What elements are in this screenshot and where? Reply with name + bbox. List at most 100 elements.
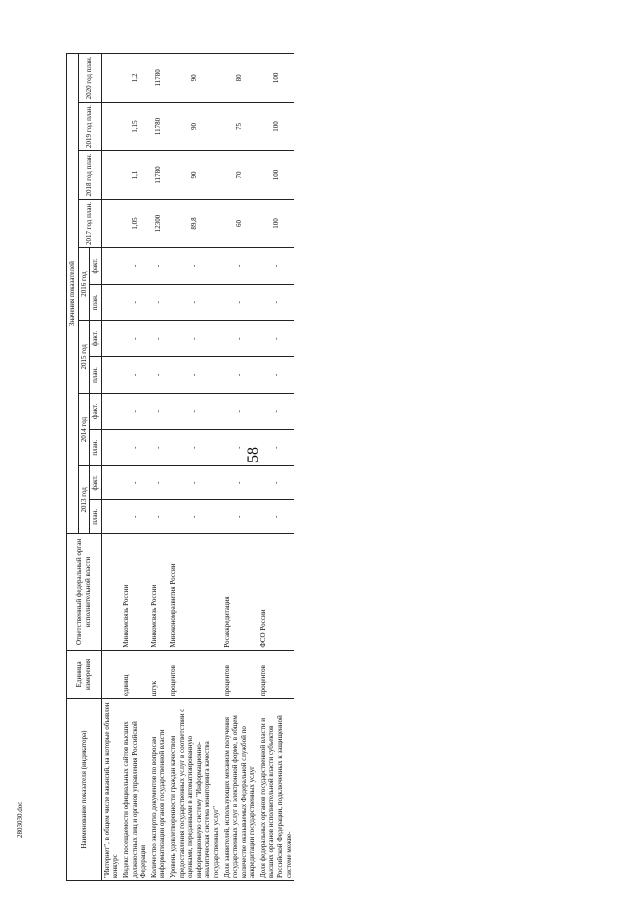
unit-cell xyxy=(101,650,121,699)
header-name: Наименование показателя (индикатора) xyxy=(66,698,102,881)
value-cell: - xyxy=(148,247,168,285)
value-cell xyxy=(101,356,121,394)
value-cell: - xyxy=(167,429,222,466)
authority-cell: Росаккредитация xyxy=(221,533,258,651)
value-cell: - xyxy=(148,284,168,321)
header-2017: 2017 год план. xyxy=(78,199,102,248)
value-cell: 100 xyxy=(257,102,295,151)
value-cell: - xyxy=(120,429,149,466)
header-2015: 2015 год xyxy=(78,320,90,394)
file-footer: 2803030.doc xyxy=(16,801,24,838)
header-2018: 2018 год план. xyxy=(78,150,102,200)
value-cell xyxy=(101,499,121,534)
value-cell: - xyxy=(257,465,295,500)
value-cell: - xyxy=(120,393,149,430)
header-authority: Ответственный федеральный орган исполнит… xyxy=(66,533,102,651)
header-fact: факт. xyxy=(89,393,102,430)
value-cell xyxy=(101,150,121,200)
value-cell xyxy=(101,429,121,466)
rotated-table-container: Наименование показателя (индикатора) Еди… xyxy=(66,47,618,887)
value-cell: - xyxy=(167,284,222,321)
value-cell xyxy=(101,199,121,248)
value-cell: - xyxy=(257,356,295,394)
value-cell: - xyxy=(148,356,168,394)
value-cell: 1,05 xyxy=(120,199,149,248)
header-2019: 2019 год план. xyxy=(78,102,102,151)
value-cell: - xyxy=(221,284,258,321)
value-cell: 1,2 xyxy=(120,53,149,103)
table-row: Доля федеральных органов государственной… xyxy=(257,53,295,881)
indicator-name-cell: Доля заявителей, использующих механизм п… xyxy=(221,698,258,881)
value-cell: - xyxy=(221,429,258,466)
value-cell: - xyxy=(148,320,168,357)
indicator-name-cell: Количество экспертиз документов по вопро… xyxy=(148,698,168,881)
value-cell: - xyxy=(167,247,222,285)
value-cell: - xyxy=(120,499,149,534)
unit-cell: единиц xyxy=(120,650,149,699)
value-cell xyxy=(101,393,121,430)
value-cell xyxy=(101,465,121,500)
value-cell: - xyxy=(257,393,295,430)
value-cell: 1,1 xyxy=(120,150,149,200)
header-unit: Единица измерения xyxy=(66,650,102,699)
unit-cell: процентов xyxy=(167,650,222,699)
unit-cell: процентов xyxy=(257,650,295,699)
value-cell: 60 xyxy=(221,199,258,248)
value-cell: - xyxy=(221,320,258,357)
value-cell: - xyxy=(257,247,295,285)
value-cell: - xyxy=(257,284,295,321)
value-cell: 90 xyxy=(167,102,222,151)
authority-cell: Минкомсвязь России xyxy=(120,533,149,651)
value-cell: - xyxy=(221,356,258,394)
value-cell: 80 xyxy=(221,53,258,103)
value-cell: - xyxy=(148,465,168,500)
value-cell: - xyxy=(167,320,222,357)
header-2020: 2020 год план. xyxy=(78,53,102,103)
value-cell: 12300 xyxy=(148,199,168,248)
table-row: "Интернет", в общем числе вакансий, на к… xyxy=(101,53,121,881)
value-cell: - xyxy=(221,499,258,534)
value-cell: - xyxy=(148,429,168,466)
value-cell: 100 xyxy=(257,150,295,200)
value-cell: 90 xyxy=(167,53,222,103)
unit-cell: процентов xyxy=(221,650,258,699)
indicator-name-cell: "Интернет", в общем числе вакансий, на к… xyxy=(101,698,121,881)
value-cell: 70 xyxy=(221,150,258,200)
indicator-name-cell: Индекс посещаемости официальных сайтов в… xyxy=(120,698,149,881)
table-row: Количество экспертиз документов по вопро… xyxy=(148,53,168,881)
table-row: Доля заявителей, использующих механизм п… xyxy=(221,53,258,881)
header-plan: план. xyxy=(89,284,102,321)
value-cell xyxy=(101,284,121,321)
authority-cell: ФСО России xyxy=(257,533,295,651)
value-cell: - xyxy=(167,465,222,500)
value-cell: - xyxy=(148,393,168,430)
header-plan: план. xyxy=(89,429,102,466)
authority-cell: Минкомсвязь России xyxy=(148,533,168,651)
value-cell: 90 xyxy=(167,150,222,200)
authority-cell: Минэкономразвития России xyxy=(167,533,222,651)
value-cell: 89,8 xyxy=(167,199,222,248)
authority-cell xyxy=(101,533,121,651)
header-plan: план. xyxy=(89,499,102,534)
value-cell: 75 xyxy=(221,102,258,151)
header-fact: факт. xyxy=(89,247,102,285)
unit-cell: штук xyxy=(148,650,168,699)
value-cell: 11780 xyxy=(148,102,168,151)
value-cell xyxy=(101,320,121,357)
header-fact: факт. xyxy=(89,320,102,357)
value-cell: - xyxy=(167,356,222,394)
value-cell: 100 xyxy=(257,53,295,103)
indicator-name-cell: Уровень удовлетворенности граждан качест… xyxy=(167,698,222,881)
value-cell: 11780 xyxy=(148,53,168,103)
value-cell: 11780 xyxy=(148,150,168,200)
header-fact: факт. xyxy=(89,465,102,500)
value-cell: - xyxy=(221,465,258,500)
value-cell: - xyxy=(167,393,222,430)
value-cell: 100 xyxy=(257,199,295,248)
value-cell xyxy=(101,247,121,285)
table-row: Индекс посещаемости официальных сайтов в… xyxy=(120,53,149,881)
value-cell xyxy=(101,53,121,103)
value-cell: 1,15 xyxy=(120,102,149,151)
indicators-table: Наименование показателя (индикатора) Еди… xyxy=(66,53,295,881)
